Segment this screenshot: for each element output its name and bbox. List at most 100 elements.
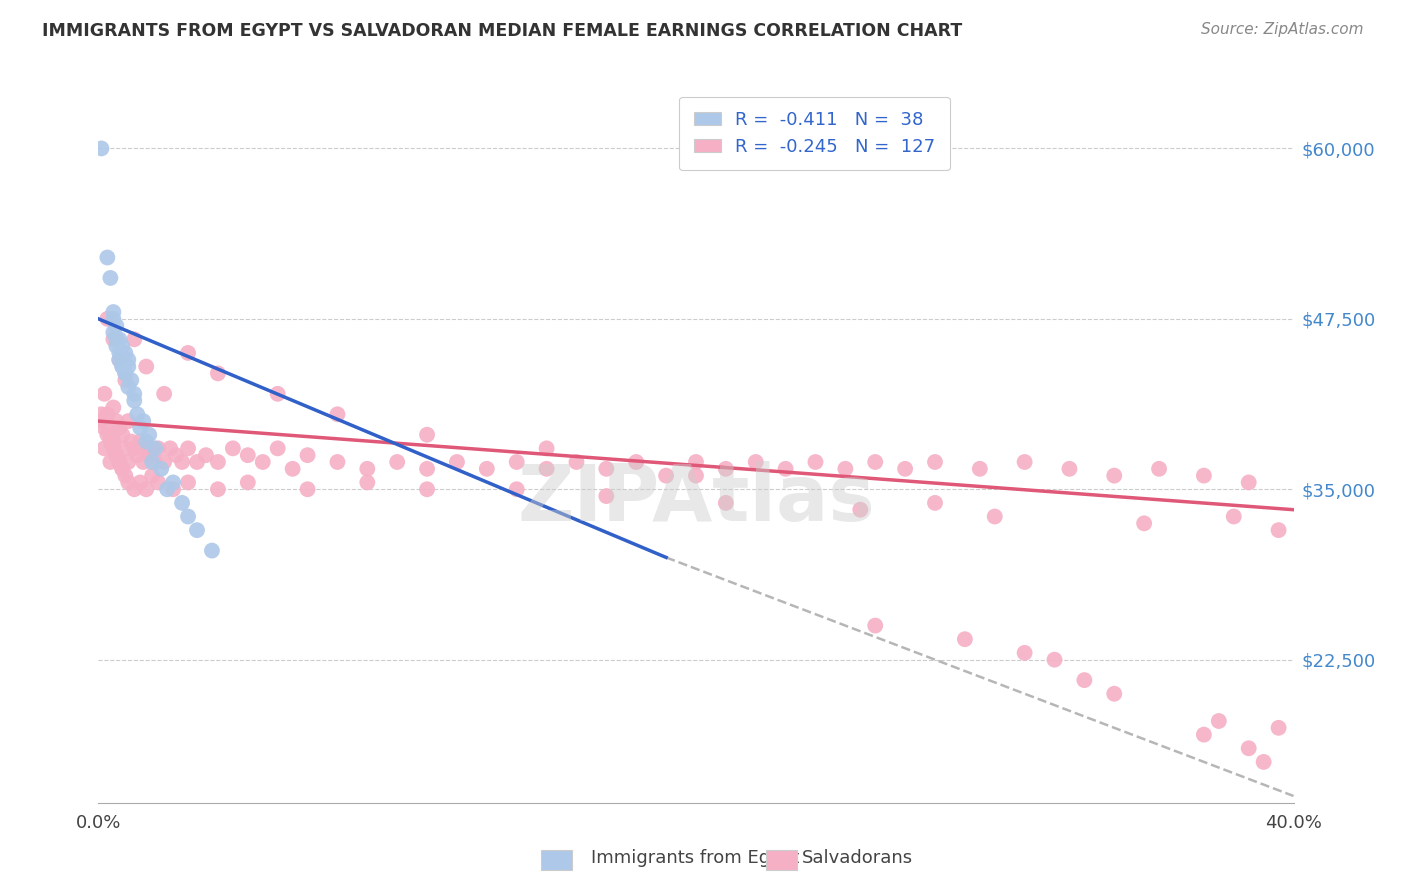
Point: [1253, 755, 1275, 769]
Point: [236, 448, 259, 462]
Point: [356, 462, 378, 476]
Point: [108, 352, 131, 367]
Point: [111, 359, 134, 374]
Point: [120, 434, 142, 449]
Point: [186, 455, 208, 469]
Point: [111, 427, 134, 442]
Point: [111, 359, 134, 374]
Point: [105, 448, 128, 462]
Point: [177, 509, 200, 524]
Point: [132, 414, 155, 428]
Point: [446, 455, 468, 469]
Point: [172, 496, 194, 510]
Point: [177, 442, 200, 456]
Point: [90, 141, 112, 155]
Point: [132, 455, 155, 469]
Point: [159, 442, 181, 456]
Point: [141, 442, 163, 456]
Point: [114, 373, 136, 387]
Point: [1059, 462, 1081, 476]
Point: [536, 462, 558, 476]
Point: [108, 421, 131, 435]
Point: [849, 502, 872, 516]
Point: [416, 462, 439, 476]
Point: [103, 434, 125, 449]
Point: [1237, 475, 1260, 490]
Point: [135, 482, 157, 496]
Point: [177, 475, 200, 490]
Point: [111, 462, 134, 476]
Point: [120, 373, 142, 387]
Point: [103, 305, 125, 319]
Point: [117, 352, 139, 367]
Point: [98, 455, 122, 469]
Point: [114, 367, 136, 381]
Point: [1104, 687, 1126, 701]
Point: [1147, 462, 1170, 476]
Text: Immigrants from Egypt: Immigrants from Egypt: [591, 849, 799, 867]
Point: [865, 455, 887, 469]
Point: [1192, 468, 1215, 483]
Point: [177, 346, 200, 360]
Point: [105, 318, 128, 333]
Point: [143, 442, 166, 456]
Point: [117, 359, 139, 374]
Point: [1208, 714, 1230, 728]
Point: [984, 509, 1007, 524]
Point: [150, 462, 173, 476]
Point: [626, 455, 648, 469]
Point: [114, 367, 136, 381]
Point: [252, 455, 274, 469]
Point: [114, 442, 136, 456]
Point: [96, 311, 118, 326]
Point: [93, 387, 115, 401]
Point: [124, 442, 146, 456]
Point: [135, 359, 157, 374]
Point: [1223, 509, 1246, 524]
Point: [162, 475, 184, 490]
Point: [98, 427, 122, 442]
Point: [117, 414, 139, 428]
Point: [129, 475, 152, 490]
Point: [129, 434, 152, 449]
Point: [114, 468, 136, 483]
Point: [108, 346, 131, 360]
Point: [326, 407, 349, 421]
Point: [127, 407, 149, 421]
Point: [111, 462, 134, 476]
Point: [326, 455, 349, 469]
Point: [105, 339, 128, 353]
Point: [416, 427, 439, 442]
Point: [207, 455, 229, 469]
Point: [565, 455, 588, 469]
Point: [162, 482, 184, 496]
Point: [135, 434, 157, 449]
Point: [186, 523, 208, 537]
Point: [96, 251, 118, 265]
Point: [207, 482, 229, 496]
Point: [96, 407, 118, 421]
Point: [201, 543, 224, 558]
Point: [114, 346, 136, 360]
Point: [124, 482, 146, 496]
Point: [1267, 523, 1289, 537]
Point: [103, 326, 125, 340]
Point: [138, 427, 160, 442]
Point: [108, 455, 131, 469]
Point: [924, 496, 946, 510]
Point: [655, 468, 678, 483]
Point: [416, 482, 439, 496]
Point: [153, 387, 176, 401]
Point: [297, 482, 319, 496]
Point: [804, 455, 827, 469]
Point: [1014, 646, 1036, 660]
Point: [143, 455, 166, 469]
Point: [714, 496, 737, 510]
Point: [745, 455, 768, 469]
Point: [207, 367, 229, 381]
Point: [267, 387, 290, 401]
Point: [865, 618, 887, 632]
Point: [103, 311, 125, 326]
Point: [96, 427, 118, 442]
Point: [506, 482, 529, 496]
